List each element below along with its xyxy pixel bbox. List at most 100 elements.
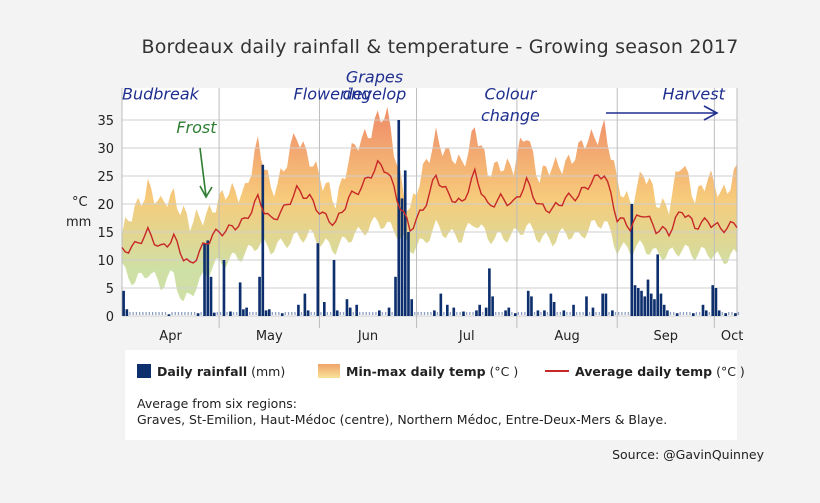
rainfall-bar [653,299,656,316]
dry-day-marker [287,312,290,315]
dry-day-marker [284,312,286,315]
rainfall-bar [601,293,604,316]
dry-day-marker [737,312,740,315]
dry-day-marker [164,312,167,315]
dry-day-marker [132,312,134,315]
rainfall-bar [238,282,242,316]
dry-day-marker [249,312,251,315]
rainfall-bar [335,310,339,316]
y-tick-label: 5 [106,282,114,297]
dry-day-marker [135,312,138,315]
dry-day-marker [194,312,196,315]
rainfall-bar [507,307,511,316]
dry-day-marker [569,312,571,315]
dry-day-marker [151,312,154,315]
annotation-label: Grapes [346,67,403,86]
annotation-label: Harvest [663,84,726,103]
dry-day-marker [232,312,235,315]
dry-day-marker [320,312,322,315]
dry-day-marker [627,312,630,315]
legend-note: Average from six regions: Graves, St-Emi… [137,396,667,428]
legend-note-line2: Graves, St-Emilion, Haut-Médoc (centre),… [137,412,668,427]
rainfall-bar [280,313,284,316]
rainfall-bar [242,309,245,316]
dry-day-marker [326,312,329,315]
dry-day-marker [582,312,584,315]
dry-day-marker [310,312,312,315]
dry-day-marker [517,312,519,315]
rainfall-bar [491,296,494,316]
dry-day-marker [145,312,147,315]
rainfall-bar [691,313,695,316]
y-tick-label: 10 [97,254,114,269]
dry-day-marker [540,312,542,315]
annotation-label: Budbreak [122,84,200,103]
rainfall-bar [229,311,232,316]
rainfall-bar [549,293,553,316]
rainfall-bar [345,299,349,316]
rainfall-bar [306,310,310,316]
rainfall-bar [649,293,653,316]
dry-day-marker [384,312,387,315]
y-tick-label: 15 [97,226,114,241]
dry-day-marker [142,312,144,315]
dry-day-marker [673,312,675,315]
rainfall-bar [387,307,391,316]
dry-day-marker [556,312,558,315]
rainfall-bar [245,307,248,316]
dry-day-marker [155,312,157,315]
dry-day-marker [375,312,377,315]
dry-day-marker [148,312,150,315]
dry-day-marker [365,312,367,315]
annotation-label: develop [343,84,407,103]
rainfall-bar [484,307,488,316]
rainfall-bar [122,290,125,316]
dry-day-marker [618,312,620,315]
rainfall-bar [332,260,336,316]
rainfall-bar [452,307,456,316]
dry-day-marker [588,312,591,315]
rainfall-bar [410,299,414,316]
rainfall-bar [167,314,171,316]
dry-day-marker [368,312,371,315]
rainfall-bar [267,309,271,316]
dry-day-marker [313,312,316,315]
legend: Daily rainfall (mm) Min-max daily temp (… [125,350,745,440]
dry-day-marker [359,312,361,315]
rainfall-bar [526,290,530,316]
rainfall-bar [591,307,595,316]
rainfall-bar [222,260,226,316]
legend-minmax-swatch [318,364,340,378]
legend-rain-label: Daily rainfall (mm) [157,364,286,379]
rainfall-bar [203,243,206,316]
dry-day-marker [524,312,526,315]
dry-day-marker [449,312,452,315]
rainfall-bar [701,304,705,316]
dry-day-marker [465,312,468,315]
month-label: Jun [357,329,378,344]
annotation-label: Colour [484,84,537,103]
rainfall-bar [704,310,708,316]
dry-day-marker [255,312,257,315]
rainfall-bar [478,304,481,316]
dry-day-marker [595,312,597,315]
rainfall-bar [378,310,381,316]
rainfall-bar [433,310,436,316]
rainfall-bar [504,310,507,316]
dry-day-marker [158,312,160,315]
dry-day-marker [236,312,238,315]
dry-day-marker [174,312,176,315]
source-credit: Source: @GavinQuinney [612,447,764,462]
dry-day-marker [271,312,273,315]
dry-day-marker [200,312,202,315]
dry-day-marker [559,312,562,315]
rainfall-bar [403,170,407,316]
dry-day-marker [423,312,426,315]
dry-day-marker [708,312,710,315]
dry-day-marker [352,312,354,315]
y-tick-label: 30 [97,142,114,157]
month-label: May [256,329,283,344]
y-tick-label: 25 [97,170,114,185]
legend-minmax-label: Min-max daily temp (°C ) [346,364,519,379]
legend-avg-label: Average daily temp (°C ) [575,364,745,379]
